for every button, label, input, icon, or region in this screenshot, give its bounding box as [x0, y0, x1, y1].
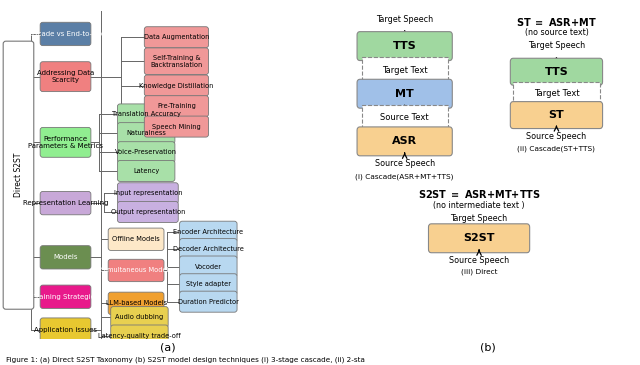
FancyBboxPatch shape	[362, 105, 448, 131]
FancyBboxPatch shape	[144, 116, 209, 137]
Text: Decoder Architecture: Decoder Architecture	[173, 246, 244, 252]
Text: S2ST: S2ST	[463, 233, 495, 243]
Text: Output representation: Output representation	[111, 209, 185, 215]
Text: Training Strategies: Training Strategies	[33, 294, 99, 300]
Text: Translation Accuracy: Translation Accuracy	[112, 111, 180, 118]
FancyBboxPatch shape	[40, 22, 91, 46]
Text: Performance
Parameters & Metrics: Performance Parameters & Metrics	[28, 136, 103, 149]
Text: Pre-Training: Pre-Training	[157, 103, 196, 109]
FancyBboxPatch shape	[357, 32, 452, 61]
FancyBboxPatch shape	[117, 201, 179, 223]
FancyBboxPatch shape	[117, 123, 175, 144]
FancyBboxPatch shape	[40, 318, 91, 341]
Text: Source Speech: Source Speech	[449, 256, 509, 265]
FancyBboxPatch shape	[180, 274, 237, 295]
FancyBboxPatch shape	[117, 142, 175, 163]
Text: (ii) Cascade(ST+TTS): (ii) Cascade(ST+TTS)	[518, 146, 595, 152]
Text: Figure 1: (a) Direct S2ST Taxonomy (b) S2ST model design techniques (i) 3-stage : Figure 1: (a) Direct S2ST Taxonomy (b) S…	[6, 357, 365, 363]
FancyBboxPatch shape	[40, 192, 91, 215]
FancyBboxPatch shape	[117, 104, 175, 125]
Text: (a): (a)	[160, 343, 176, 353]
Text: Representation Learning: Representation Learning	[23, 200, 108, 206]
FancyBboxPatch shape	[40, 127, 91, 157]
FancyBboxPatch shape	[429, 224, 530, 253]
Text: Models: Models	[53, 254, 78, 260]
Text: Target Text: Target Text	[382, 66, 428, 74]
FancyBboxPatch shape	[510, 58, 603, 85]
Text: Target Speech: Target Speech	[451, 214, 508, 223]
Text: Duration Predictor: Duration Predictor	[178, 299, 239, 305]
Text: ASR: ASR	[392, 137, 417, 146]
Text: Source Speech: Source Speech	[374, 160, 435, 168]
Text: (no source text): (no source text)	[525, 28, 588, 37]
FancyBboxPatch shape	[3, 41, 34, 309]
FancyBboxPatch shape	[40, 246, 91, 269]
Text: Application issues: Application issues	[34, 327, 97, 333]
FancyBboxPatch shape	[144, 96, 209, 117]
Text: Cascade vs End-to-End: Cascade vs End-to-End	[26, 31, 106, 37]
Text: (b): (b)	[480, 343, 496, 353]
Text: ST $\equiv$ ASR+MT: ST $\equiv$ ASR+MT	[516, 16, 597, 28]
Text: Audio dubbing: Audio dubbing	[115, 314, 164, 320]
Text: Target Speech: Target Speech	[528, 41, 585, 50]
Text: Knowledge Distillation: Knowledge Distillation	[140, 82, 214, 89]
FancyBboxPatch shape	[108, 259, 164, 282]
Text: Direct S2ST: Direct S2ST	[14, 153, 23, 197]
FancyBboxPatch shape	[144, 48, 209, 74]
Text: Self-Training &
Backtranslation: Self-Training & Backtranslation	[150, 55, 202, 68]
FancyBboxPatch shape	[108, 292, 164, 315]
FancyBboxPatch shape	[180, 256, 237, 277]
FancyBboxPatch shape	[117, 183, 179, 204]
Text: LLM-based Models: LLM-based Models	[106, 300, 166, 306]
Text: Source Speech: Source Speech	[526, 132, 586, 142]
Text: (iii) Direct: (iii) Direct	[461, 269, 497, 275]
Text: Offline Models: Offline Models	[112, 236, 160, 242]
FancyBboxPatch shape	[513, 82, 600, 105]
Text: S2ST $\equiv$ ASR+MT+TTS: S2ST $\equiv$ ASR+MT+TTS	[418, 188, 540, 200]
Text: Target Text: Target Text	[534, 89, 579, 98]
FancyBboxPatch shape	[357, 79, 452, 108]
FancyBboxPatch shape	[362, 57, 448, 83]
Text: TTS: TTS	[545, 67, 568, 77]
Text: Simultaneous Models: Simultaneous Models	[100, 268, 172, 273]
Text: MT: MT	[396, 89, 414, 99]
FancyBboxPatch shape	[180, 291, 237, 312]
Text: Source Text: Source Text	[380, 113, 429, 122]
Text: Encoder Architecture: Encoder Architecture	[173, 229, 243, 235]
FancyBboxPatch shape	[180, 221, 237, 242]
FancyBboxPatch shape	[40, 285, 91, 308]
Text: Voice-Preservation: Voice-Preservation	[115, 149, 177, 155]
FancyBboxPatch shape	[111, 325, 168, 346]
FancyBboxPatch shape	[108, 228, 164, 250]
Text: Latency: Latency	[133, 168, 159, 174]
Text: (no intermediate text ): (no intermediate text )	[433, 201, 525, 210]
Text: TTS: TTS	[393, 41, 417, 51]
Text: Speech Mining: Speech Mining	[152, 124, 201, 130]
FancyBboxPatch shape	[144, 75, 209, 96]
Text: Target Speech: Target Speech	[376, 15, 433, 24]
FancyBboxPatch shape	[510, 101, 603, 128]
Text: Input representation: Input representation	[113, 190, 182, 196]
FancyBboxPatch shape	[117, 161, 175, 181]
FancyBboxPatch shape	[180, 239, 237, 260]
FancyBboxPatch shape	[40, 62, 91, 92]
Text: (i) Cascade(ASR+MT+TTS): (i) Cascade(ASR+MT+TTS)	[355, 173, 454, 180]
Text: ST: ST	[548, 110, 564, 120]
FancyBboxPatch shape	[111, 307, 168, 328]
Text: Latency-quality trade-off: Latency-quality trade-off	[98, 333, 180, 338]
Text: Addressing Data
Scarcity: Addressing Data Scarcity	[37, 70, 94, 83]
Text: Style adapter: Style adapter	[186, 281, 231, 287]
Text: Data Augmentation: Data Augmentation	[144, 34, 209, 40]
FancyBboxPatch shape	[357, 127, 452, 156]
FancyBboxPatch shape	[144, 27, 209, 48]
Text: Vocoder: Vocoder	[195, 264, 222, 269]
Text: Naturalness: Naturalness	[126, 130, 166, 136]
